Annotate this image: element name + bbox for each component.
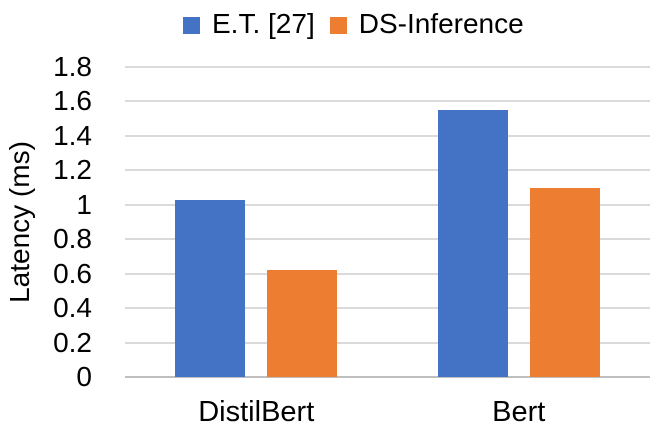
gridline xyxy=(125,66,650,68)
bar-bert-e-t-27 xyxy=(437,110,508,377)
gridline xyxy=(125,169,650,172)
x-category-label-distilbert: DistilBert xyxy=(198,396,315,428)
legend-label-ds-inference: DS-Inference xyxy=(358,8,524,39)
x-category-label-bert: Bert xyxy=(492,396,546,428)
y-tick-label: 0 xyxy=(76,361,92,392)
y-tick-label: 1.6 xyxy=(53,85,92,117)
y-tick-label: 1.4 xyxy=(53,119,92,151)
y-tick-label: 1.8 xyxy=(53,51,92,82)
gridline xyxy=(125,134,650,137)
y-tick-label: 1.2 xyxy=(53,154,92,186)
gridline xyxy=(125,341,650,344)
bar-distilbert-e-t-27 xyxy=(175,199,246,377)
gridline xyxy=(125,100,650,103)
y-axis-ticks: 0 0.2 0.4 0.6 0.8 1 1.2 1.4 1.6 1.8 xyxy=(0,53,100,391)
gridline xyxy=(125,307,650,310)
y-tick-label: 0.6 xyxy=(53,257,92,289)
gridline xyxy=(125,203,650,206)
legend-swatch-et-icon xyxy=(183,16,200,34)
x-axis-labels: DistilBert Bert xyxy=(125,396,650,436)
bar-bert-ds-inference xyxy=(529,187,600,377)
legend-entry-et: E.T. [27] xyxy=(183,7,315,41)
legend: E.T. [27] DS-Inference xyxy=(183,7,524,41)
x-axis-line xyxy=(125,376,650,378)
y-tick-label: 1 xyxy=(76,188,92,220)
y-tick-label: 0.2 xyxy=(53,326,92,358)
gridline xyxy=(125,272,650,275)
y-tick-label: 0.8 xyxy=(53,223,92,255)
gridline xyxy=(125,238,650,241)
plot-area xyxy=(125,66,650,378)
bar-distilbert-ds-inference xyxy=(267,270,338,377)
legend-entry-ds-inference: DS-Inference xyxy=(329,7,524,41)
legend-swatch-ds-inference-icon xyxy=(329,16,347,34)
y-tick-label: 0.4 xyxy=(53,292,92,324)
legend-label-et: E.T. [27] xyxy=(212,8,315,39)
